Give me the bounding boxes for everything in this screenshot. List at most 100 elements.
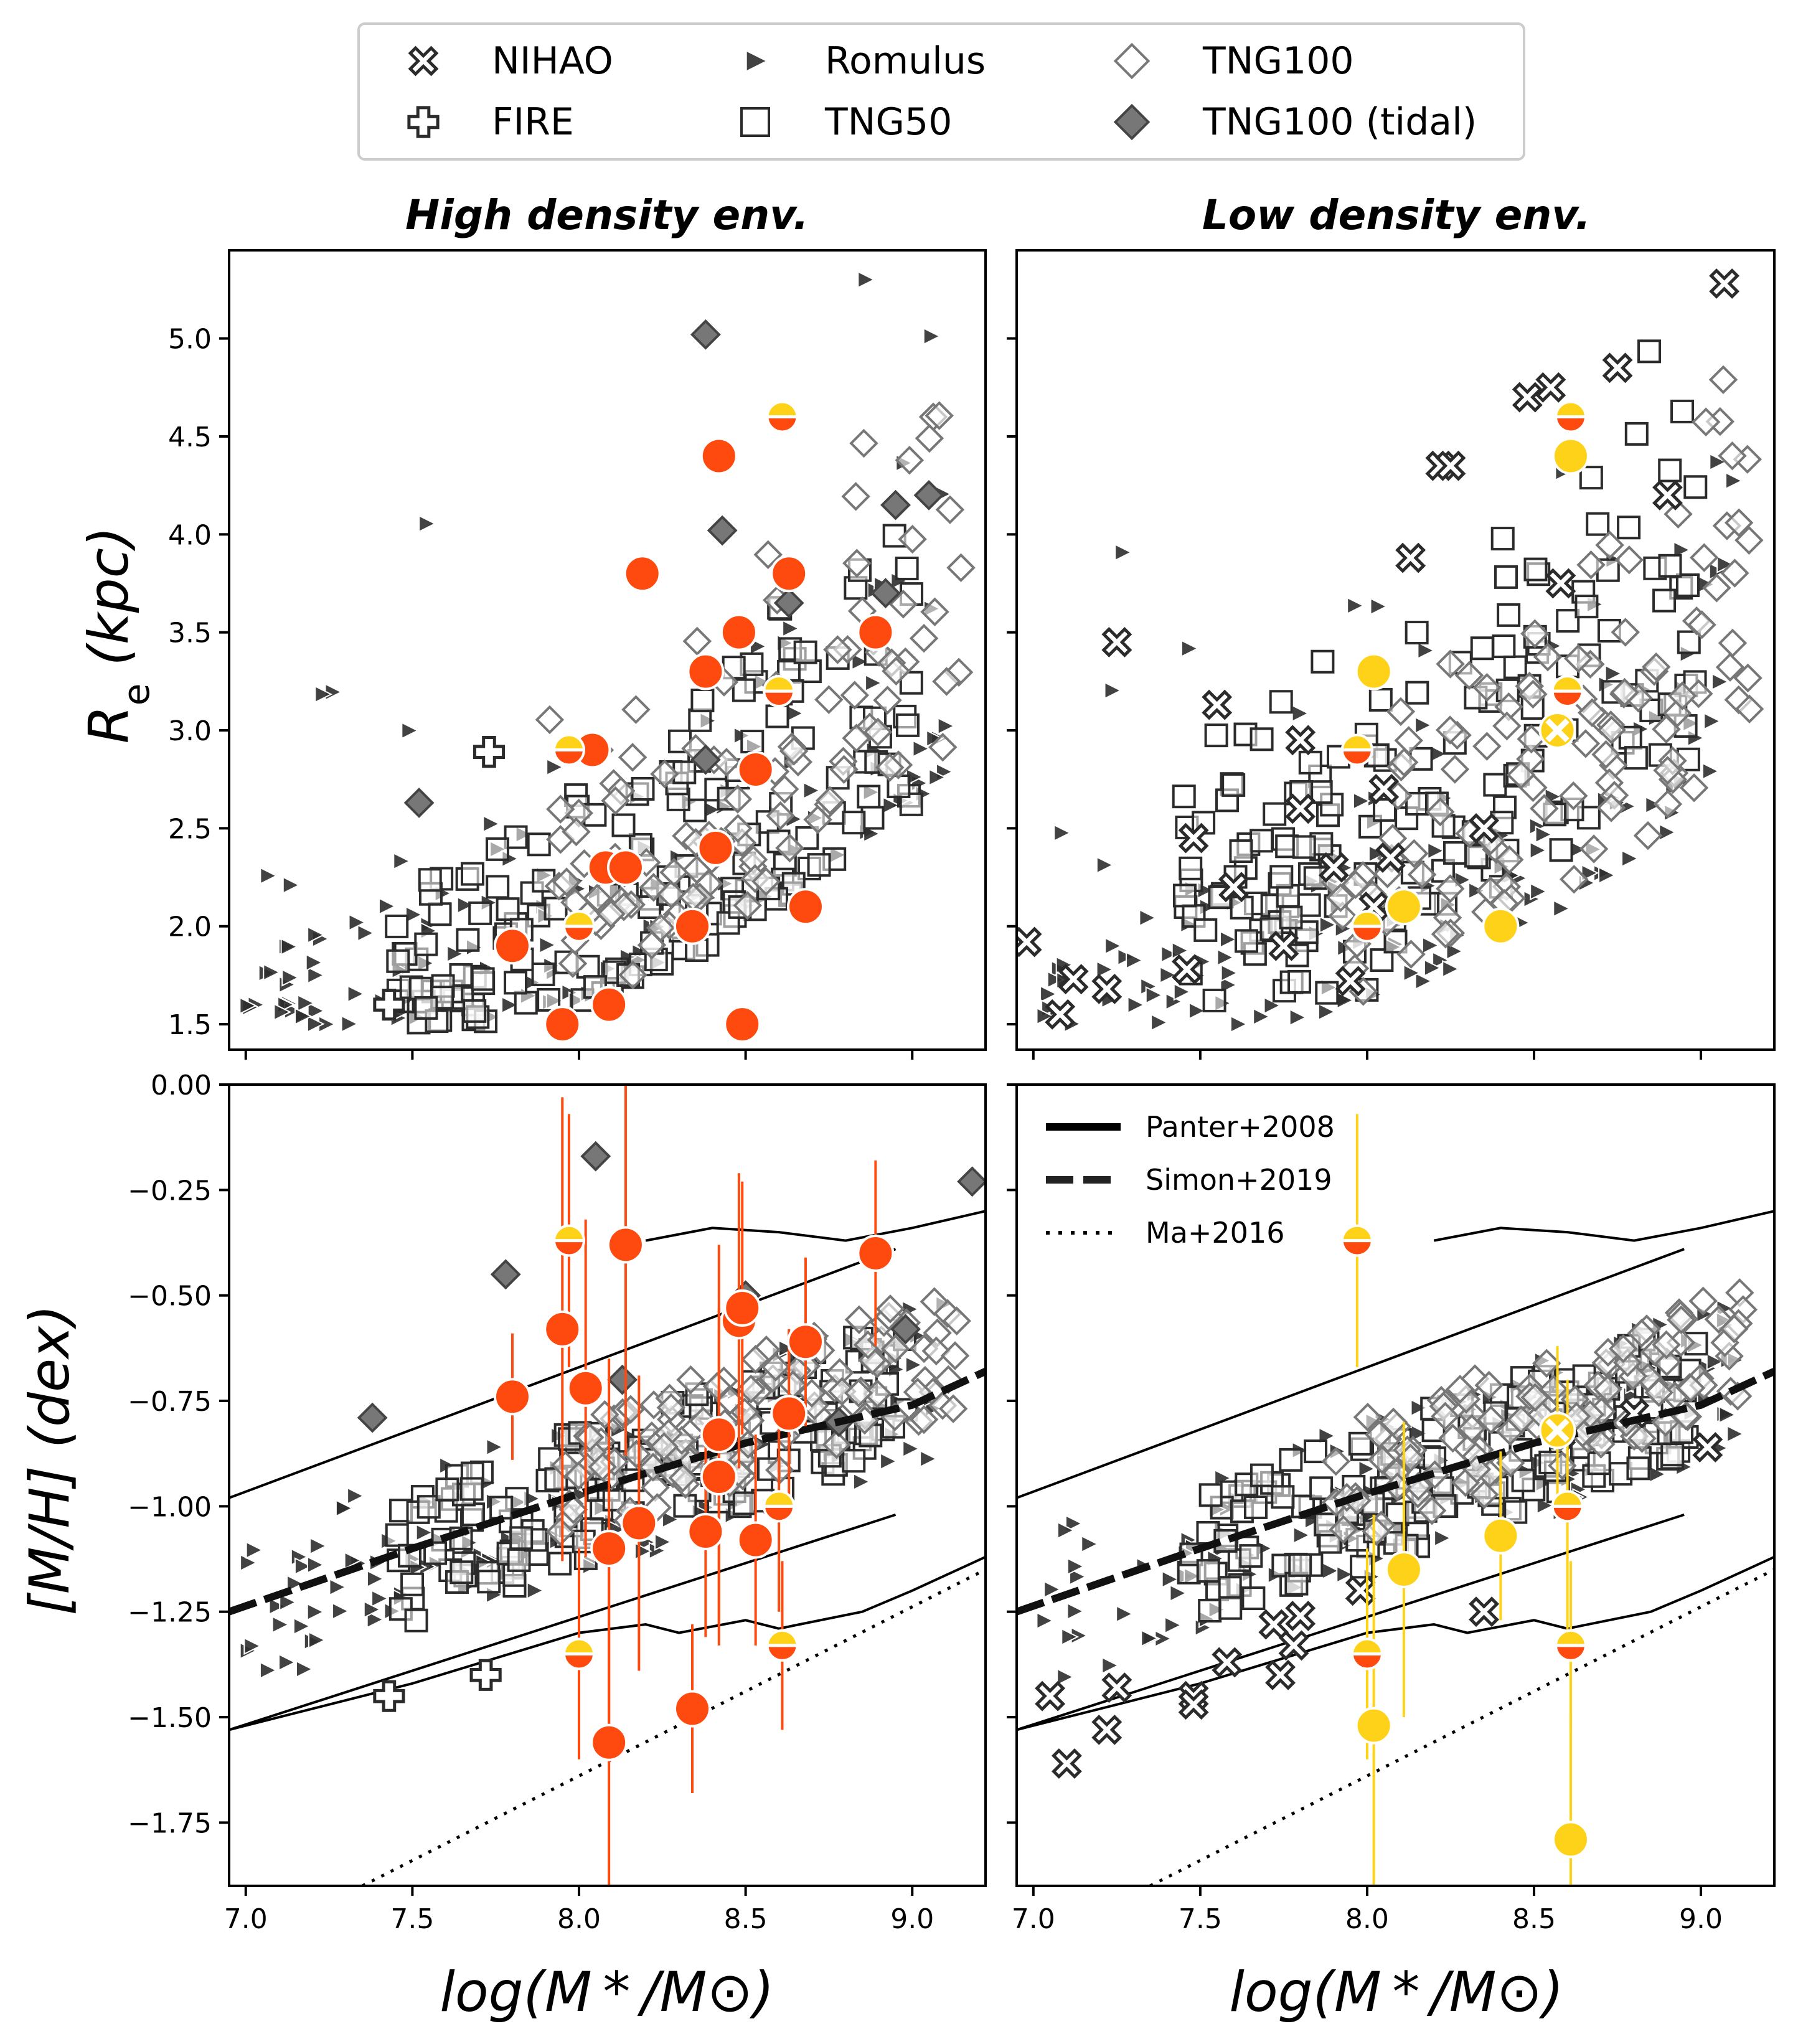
tng50-marker [496,897,520,921]
tng50-marker [428,902,452,926]
romulus-marker [880,1452,898,1471]
romulus-marker [1423,959,1442,977]
y-tick-label: 2.0 [168,911,212,943]
romulus-marker [1053,824,1071,842]
romulus-marker [308,1631,326,1649]
observed-galaxy-marker [737,1521,774,1559]
legend-item-tng100-tidal: TNG100 (tidal) [1113,100,1477,144]
nihao-marker [1091,1714,1123,1745]
observed-galaxy-marker [723,1289,761,1327]
tng100-marker [1718,628,1748,658]
romulus-marker [1358,1459,1377,1478]
romulus-marker [282,876,301,894]
panel-title-high-density: High density env. [405,191,809,239]
panter-upper-line [645,1210,986,1242]
romulus-marker [371,1590,389,1608]
tng100-marker [1652,1330,1681,1360]
tng100-marker [1367,1445,1397,1474]
romulus-marker [1318,1002,1336,1021]
romulus-marker [546,758,564,776]
panel-metallicity-high-density: 7.0 7.5 8.0 8.5 9.0 0.00 −0.25 −0.50 −0.75 −1.00 −… [128,1070,987,1935]
romulus-marker [1442,959,1460,978]
romulus-marker [418,514,436,533]
tng100-marker [601,786,630,816]
romulus-marker [278,1653,296,1672]
romulus-marker [446,944,464,963]
observed-shared-galaxy-marker [1551,675,1584,708]
romulus-marker [1703,712,1721,730]
romulus-marker [1116,1604,1134,1623]
plot-area [229,1085,986,1886]
romulus-marker [309,1537,327,1555]
nihao-marker [1512,382,1543,413]
simulation-points [1035,1278,1758,1779]
tng100-marker [1389,748,1419,777]
tng100-marker [1679,773,1709,803]
romulus-marker [307,966,326,984]
tng50-marker [1287,969,1311,994]
tng50-marker [857,784,881,809]
romulus-marker [1230,1015,1248,1034]
y-tick-label: −1.75 [128,1807,212,1839]
romulus-marker [1291,704,1310,723]
tng50-marker [1511,1468,1535,1492]
observed-galaxy-marker [723,1006,761,1043]
romulus-marker [1336,1565,1355,1584]
tng50-marker [1279,1448,1303,1472]
y-tick-label: 2.5 [168,813,212,845]
tng100-marker [844,1378,873,1408]
romulus-marker [782,619,800,638]
legend-frame [357,22,1525,161]
x-tick-label: 9.0 [1679,1903,1723,1935]
tng100-marker [873,685,902,715]
observed-shared-galaxy-marker [1554,400,1587,433]
tng100-marker [751,867,781,897]
romulus-marker [1702,762,1720,781]
tng50-marker [807,853,831,877]
tng100-marker [621,695,651,724]
nihao-marker [1058,964,1089,995]
x-tick-label: 7.5 [1179,1903,1222,1935]
romulus-marker [1598,866,1616,885]
observed-galaxy-marker [623,555,661,593]
tng100-marker [841,482,870,511]
tng100-marker [1532,1349,1561,1378]
tng100-marker [668,1463,698,1493]
x-axis-title-right: log(M * /M⊙) [1229,1960,1563,2024]
tng50-marker [386,949,410,973]
tng50-marker [435,1477,459,1502]
nihao-marker [1535,372,1566,403]
tng100-marker [815,786,845,816]
tng50-marker [1652,588,1677,613]
legend: NIHAO Romulus TNG100 FIRE TNG50 TNG100 (… [357,22,1525,161]
romulus-marker [928,768,947,786]
romulus-marker [1709,453,1728,471]
romulus-marker [1220,964,1239,982]
tng100-tidal-marker [890,1314,921,1345]
romulus-marker [1104,681,1123,700]
tng100-marker [938,1394,968,1423]
observed-galaxy-marker [1551,1820,1589,1858]
romulus-marker [286,1574,304,1593]
romulus-marker [937,717,956,735]
tng50-marker [1383,1531,1407,1555]
observed-galaxy-marker [590,1723,628,1761]
tng50-marker [418,868,442,892]
legend-label-romulus: Romulus [825,39,986,83]
romulus-marker [526,1581,545,1600]
romulus-marker [1066,1557,1085,1576]
romulus-marker [1160,945,1179,963]
tng100-marker [1548,1451,1577,1481]
fire-marker [469,1659,502,1691]
tng50-marker [1658,553,1682,578]
observed-galaxy-marker [687,1513,725,1551]
tng100-marker [1518,679,1548,709]
romulus-marker [306,1556,325,1574]
romulus-marker [307,1002,326,1020]
tng50-marker [1373,798,1397,822]
plus-icon [407,106,440,138]
tng100-marker [1321,1446,1350,1476]
axes-frame [1015,1083,1776,1887]
tng50-marker [1221,773,1246,797]
